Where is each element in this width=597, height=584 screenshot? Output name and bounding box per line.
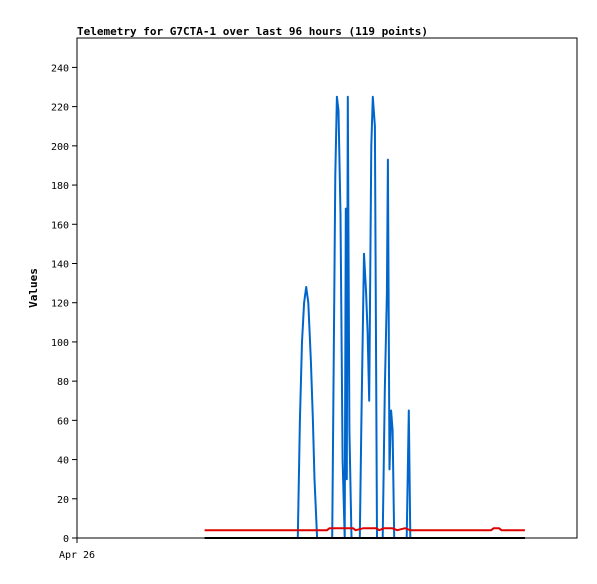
x-axis: Apr 26 <box>59 538 95 561</box>
series-line-1 <box>204 95 525 539</box>
y-tick-label: 40 <box>57 456 69 467</box>
x-tick-label: Apr 26 <box>59 550 95 561</box>
y-tick-label: 100 <box>51 338 69 349</box>
y-tick-label: 200 <box>51 142 69 153</box>
y-tick-label: 20 <box>57 495 69 506</box>
chart-title: Telemetry for G7CTA-1 over last 96 hours… <box>77 25 428 38</box>
y-tick-label: 160 <box>51 220 69 231</box>
y-tick-label: 140 <box>51 259 69 270</box>
y-tick-label: 120 <box>51 299 69 310</box>
y-tick-label: 240 <box>51 63 69 74</box>
y-axis: 0 20 40 60 80 100 120 140 160 180 200 220 240 <box>51 63 77 545</box>
y-tick-label: 0 <box>63 534 69 545</box>
y-tick-label: 220 <box>51 103 69 114</box>
series-layer <box>204 95 525 539</box>
y-axis-label: Values <box>27 268 40 308</box>
y-tick-label: 80 <box>57 377 69 388</box>
y-tick-label: 60 <box>57 416 69 427</box>
plot-area-frame <box>76 37 578 539</box>
series-line-2 <box>204 527 525 532</box>
y-tick-label: 180 <box>51 181 69 192</box>
